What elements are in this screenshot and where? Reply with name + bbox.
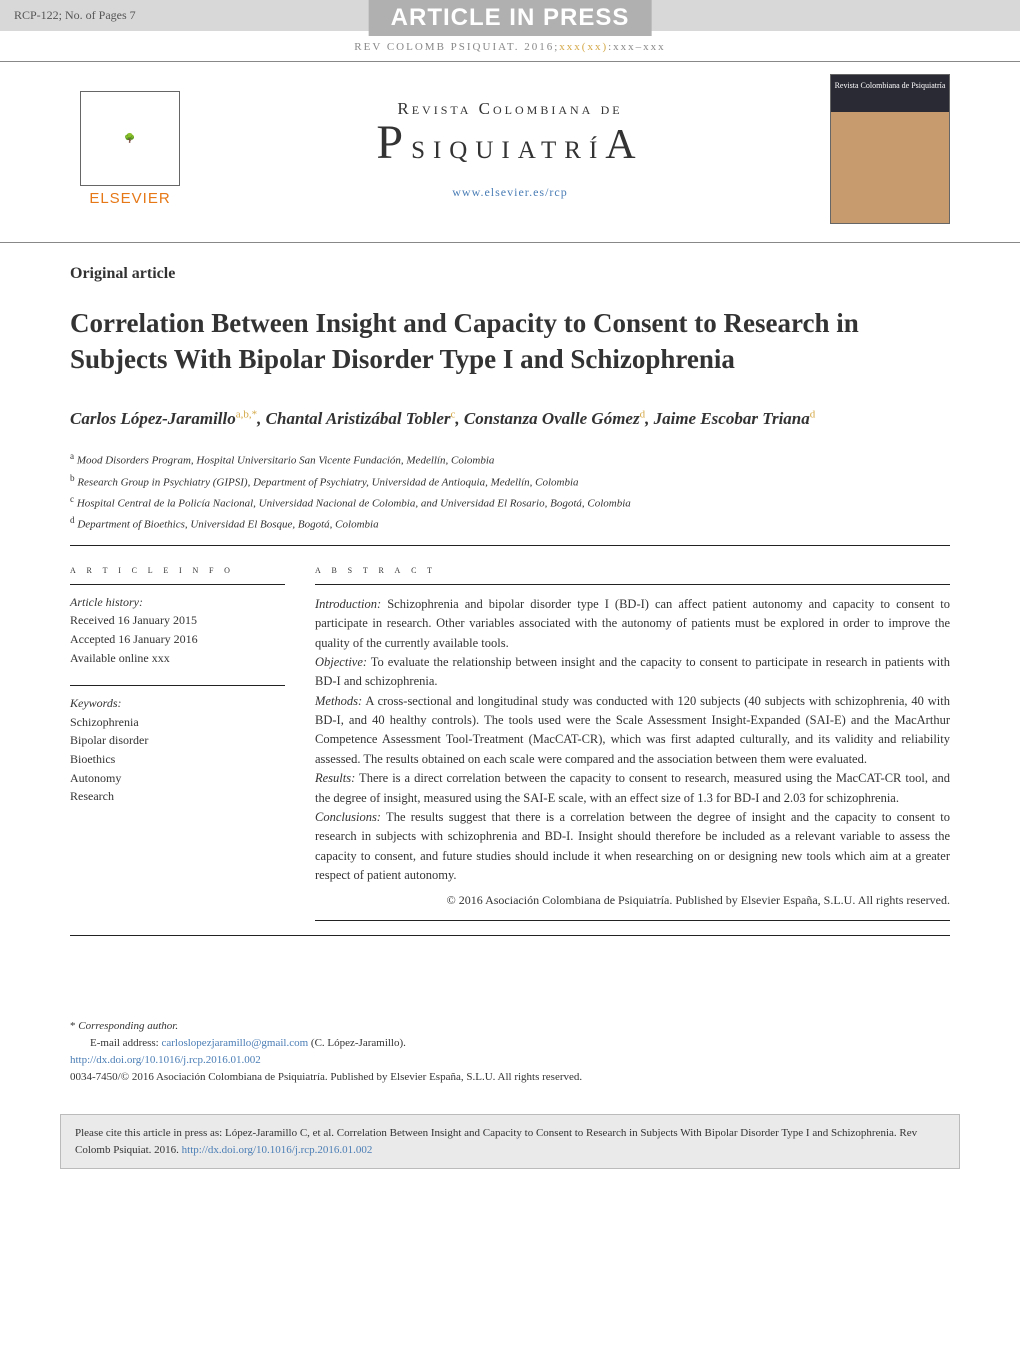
journal-title-line1: Revista Colombiana de: [220, 99, 800, 119]
author-2: Chantal Aristizábal Tobler: [266, 409, 451, 428]
aff-c: c Hospital Central de la Policía Naciona…: [70, 492, 950, 513]
author-2-sup: c: [451, 408, 456, 420]
article-title: Correlation Between Insight and Capacity…: [70, 305, 950, 378]
corr-label: Corresponding author.: [78, 1020, 178, 1032]
conc-label: Conclusions:: [315, 810, 381, 824]
email-owner: (C. López-Jaramillo).: [308, 1037, 406, 1049]
res-label: Results:: [315, 771, 355, 785]
author-3: Constanza Ovalle Gómez: [464, 409, 640, 428]
aff-d-text: Department of Bioethics, Universidad El …: [77, 519, 378, 531]
abstract-col: a b s t r a c t Introduction: Schizophre…: [315, 564, 950, 921]
doi-line: http://dx.doi.org/10.1016/j.rcp.2016.01.…: [70, 1052, 950, 1069]
elsevier-tree-icon: 🌳: [80, 91, 180, 186]
journal-header: 🌳 ELSEVIER Revista Colombiana de Psiquia…: [0, 61, 1020, 243]
accepted: Accepted 16 January 2016: [70, 630, 285, 649]
in-press-badge: ARTICLE IN PRESS: [369, 0, 652, 36]
received: Received 16 January 2015: [70, 611, 285, 630]
authors: Carlos López-Jaramilloa,b,*, Chantal Ari…: [70, 406, 950, 432]
abs-meth: Methods: A cross-sectional and longitudi…: [315, 692, 950, 770]
keywords-label: Keywords:: [70, 694, 285, 713]
elsevier-logo: 🌳 ELSEVIER: [70, 84, 190, 214]
bottom-rule: [70, 935, 950, 936]
kw-5: Research: [70, 787, 285, 806]
abstract-head: a b s t r a c t: [315, 564, 950, 576]
citation-pages: :xxx–xxx: [608, 41, 666, 53]
author-4-sup: d: [810, 408, 816, 420]
intro-label: Introduction:: [315, 597, 381, 611]
rule: [70, 584, 285, 585]
elsevier-text: ELSEVIER: [89, 190, 170, 207]
journal-title-line2: PsiquiatríA: [220, 119, 800, 167]
meth-label: Methods:: [315, 694, 362, 708]
footer-block: * Corresponding author. E-mail address: …: [0, 958, 1020, 1104]
article-info-col: a r t i c l e i n f o Article history: R…: [70, 564, 285, 921]
journal-url-link[interactable]: www.elsevier.es/rcp: [220, 185, 800, 200]
article-type: Original article: [70, 265, 950, 283]
content: Original article Correlation Between Ins…: [0, 243, 1020, 958]
two-col: a r t i c l e i n f o Article history: R…: [70, 545, 950, 921]
corr-author-line: * Corresponding author.: [70, 1018, 950, 1035]
online: Available online xxx: [70, 649, 285, 668]
cite-box: Please cite this article in press as: Ló…: [60, 1114, 960, 1169]
cite-link[interactable]: http://dx.doi.org/10.1016/j.rcp.2016.01.…: [182, 1144, 373, 1156]
aff-a: a Mood Disorders Program, Hospital Unive…: [70, 449, 950, 470]
journal-title-block: Revista Colombiana de PsiquiatríA www.el…: [220, 99, 800, 200]
kw-2: Bipolar disorder: [70, 731, 285, 750]
model-ref: RCP-122; No. of Pages 7: [14, 8, 136, 22]
aff-b-text: Research Group in Psychiatry (GIPSI), De…: [77, 476, 578, 488]
doi-link[interactable]: http://dx.doi.org/10.1016/j.rcp.2016.01.…: [70, 1054, 261, 1066]
abs-intro: Introduction: Schizophrenia and bipolar …: [315, 595, 950, 653]
a-final: A: [605, 122, 643, 168]
res-text: There is a direct correlation between th…: [315, 771, 950, 804]
conc-text: The results suggest that there is a corr…: [315, 810, 950, 882]
aff-b: b Research Group in Psychiatry (GIPSI), …: [70, 471, 950, 492]
copyright: © 2016 Asociación Colombiana de Psiquiat…: [315, 885, 950, 910]
author-1: Carlos López-Jaramillo: [70, 409, 236, 428]
kw-1: Schizophrenia: [70, 713, 285, 732]
email-line: E-mail address: carloslopezjaramillo@gma…: [70, 1035, 950, 1052]
affiliations: a Mood Disorders Program, Hospital Unive…: [70, 449, 950, 534]
abstract-body: Introduction: Schizophrenia and bipolar …: [315, 584, 950, 921]
header-bar: RCP-122; No. of Pages 7 ARTICLE IN PRESS: [0, 0, 1020, 31]
history-block: Article history: Received 16 January 201…: [70, 593, 285, 667]
author-1-sup: a,b,*: [236, 408, 257, 420]
abs-conc: Conclusions: The results suggest that th…: [315, 808, 950, 886]
keywords-block: Keywords: Schizophrenia Bipolar disorder…: [70, 694, 285, 806]
p-initial: P: [376, 116, 411, 169]
email-link[interactable]: carloslopezjaramillo@gmail.com: [161, 1037, 308, 1049]
abs-obj: Objective: To evaluate the relationship …: [315, 653, 950, 692]
issn-line: 0034-7450/© 2016 Asociación Colombiana d…: [70, 1069, 950, 1086]
meth-text: A cross-sectional and longitudinal study…: [315, 694, 950, 766]
obj-text: To evaluate the relationship between ins…: [315, 655, 950, 688]
rule: [70, 685, 285, 686]
citation-vol: xxx(xx): [559, 41, 608, 53]
history-label: Article history:: [70, 593, 285, 612]
author-4: Jaime Escobar Triana: [654, 409, 810, 428]
author-3-sup: d: [640, 408, 646, 420]
intro-text: Schizophrenia and bipolar disorder type …: [315, 597, 950, 650]
corr-marker: *: [70, 1020, 78, 1032]
email-label: E-mail address:: [90, 1037, 161, 1049]
aff-a-text: Mood Disorders Program, Hospital Univers…: [77, 455, 495, 467]
kw-3: Bioethics: [70, 750, 285, 769]
aff-c-text: Hospital Central de la Policía Nacional,…: [77, 498, 631, 510]
info-head: a r t i c l e i n f o: [70, 564, 285, 576]
aff-d: d Department of Bioethics, Universidad E…: [70, 513, 950, 534]
kw-4: Autonomy: [70, 769, 285, 788]
citation-prefix: REV COLOMB PSIQUIAT. 2016;: [354, 41, 559, 53]
journal-cover-thumb: Revista Colombiana de Psiquiatría: [830, 74, 950, 224]
obj-label: Objective:: [315, 655, 367, 669]
journal-title-mid: siquiatrí: [411, 126, 605, 166]
abs-res: Results: There is a direct correlation b…: [315, 769, 950, 808]
cover-label: Revista Colombiana de Psiquiatría: [835, 81, 946, 90]
